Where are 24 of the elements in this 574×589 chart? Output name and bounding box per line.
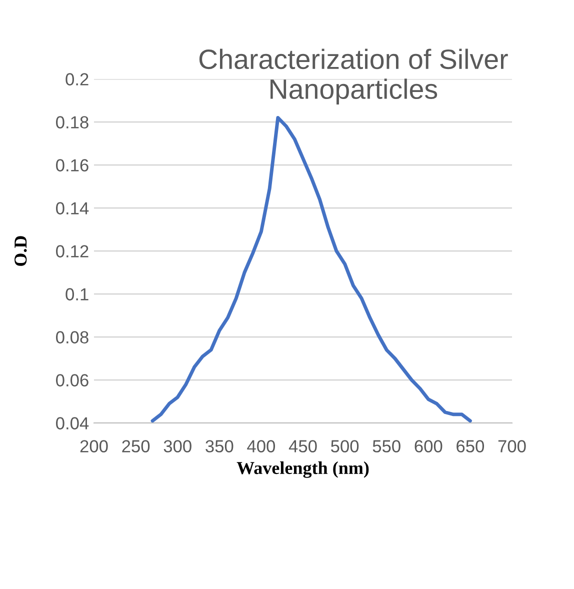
y-tick-label: 0.2 xyxy=(66,73,88,86)
y-tick-label: 0.06 xyxy=(56,374,88,386)
x-tick-label: 450 xyxy=(288,440,317,452)
x-tick-label: 300 xyxy=(164,440,192,452)
y-tick-label: 0.18 xyxy=(56,116,88,128)
y-tick-label: 0.16 xyxy=(56,159,88,172)
x-tick-label: 550 xyxy=(372,440,400,452)
x-tick-label: 400 xyxy=(247,440,276,452)
x-tick-label: 700 xyxy=(498,440,526,452)
x-axis-title: Wavelength (nm) xyxy=(236,461,369,478)
x-tick-label: 650 xyxy=(456,440,484,452)
y-tick-label: 0.08 xyxy=(56,331,88,344)
x-tick-label: 250 xyxy=(122,440,150,452)
y-axis-title: O.D xyxy=(14,236,27,266)
y-tick-label: 0.04 xyxy=(56,417,89,430)
chart-title: Characterization of Silver Nanoparticles xyxy=(199,48,508,105)
y-tick-label: 0.1 xyxy=(66,288,88,300)
x-tick-label: 600 xyxy=(414,440,442,452)
y-tick-label: 0.14 xyxy=(56,202,89,214)
y-tick-label: 0.12 xyxy=(56,245,88,258)
line-series xyxy=(150,116,472,423)
x-tick-label: 500 xyxy=(331,440,359,452)
x-tick-label: 200 xyxy=(80,440,108,452)
x-tick-label: 350 xyxy=(206,440,234,452)
